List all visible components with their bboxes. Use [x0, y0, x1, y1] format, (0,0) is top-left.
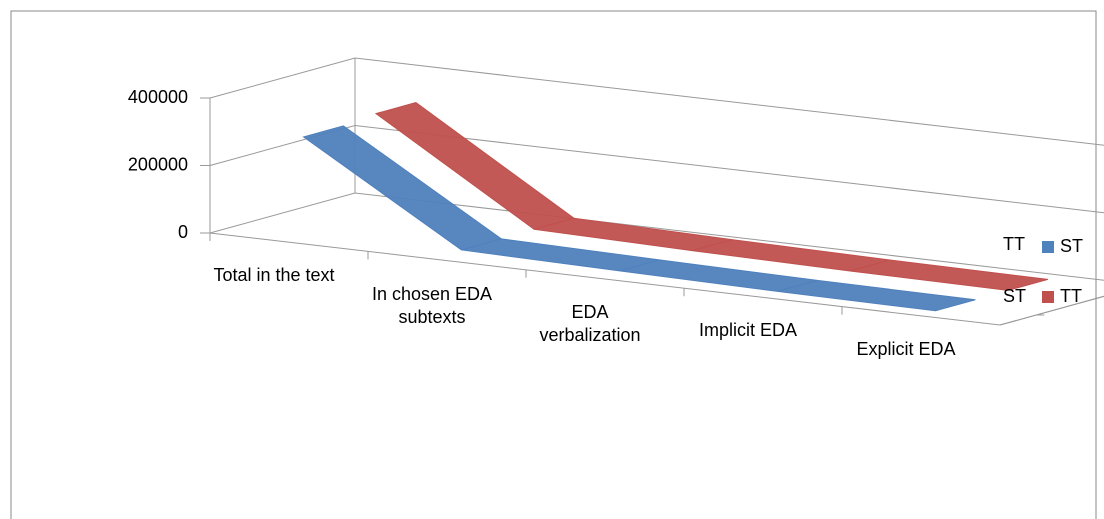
line-ribbon [777, 279, 976, 312]
line-ribbon [691, 239, 891, 272]
legend-swatch [1042, 291, 1054, 303]
y-tick-label: 0 [178, 222, 188, 242]
depth-label: TT [1003, 234, 1025, 254]
depth-label: ST [1003, 286, 1026, 306]
line-ribbon [849, 259, 1049, 291]
depth-axis [999, 295, 1104, 326]
line-ribbon [619, 259, 818, 292]
y-tick-label: 200000 [128, 154, 188, 174]
legend-swatch [1042, 241, 1054, 253]
x-tick-label: EDA verbalization [539, 302, 641, 345]
legend-label: ST [1060, 236, 1083, 256]
x-tick-label: In chosen EDA subtexts [371, 283, 493, 327]
x-tick-label: Total in the text [213, 265, 335, 286]
chart-frame [10, 10, 1097, 519]
grid-line [209, 124, 1104, 214]
x-tick-label: Implicit EDA [698, 320, 797, 341]
grid-line [209, 192, 1104, 281]
line-ribbon [533, 217, 733, 252]
y-tick-label: 400000 [128, 87, 188, 107]
x-tick-label: Explicit EDA [856, 338, 956, 359]
grid-line [209, 57, 1104, 146]
legend-label: TT [1060, 286, 1082, 306]
